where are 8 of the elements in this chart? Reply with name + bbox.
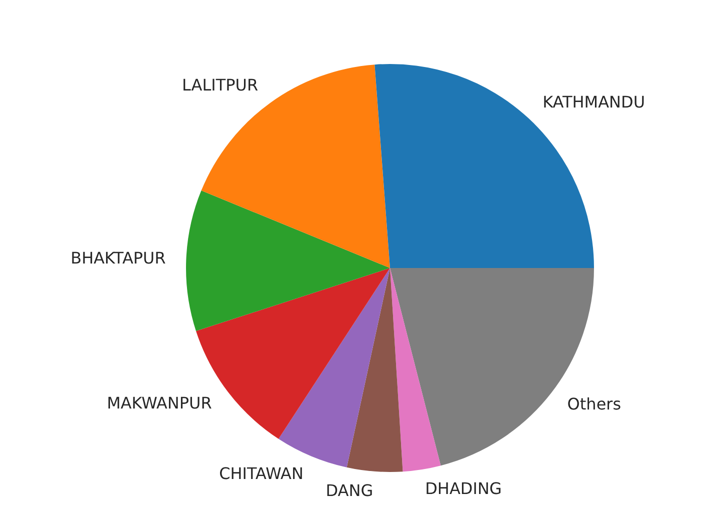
slice-label: DHADING <box>425 478 502 498</box>
slice-label: CHITAWAN <box>219 464 304 484</box>
slice-label: MAKWANPUR <box>106 394 212 413</box>
slice-label: DANG <box>326 480 374 500</box>
slice-label: Others <box>567 394 622 414</box>
slice-label: KATHMANDU <box>542 92 646 112</box>
slice-label: LALITPUR <box>182 76 258 95</box>
slice-label: BHAKTAPUR <box>70 248 166 268</box>
